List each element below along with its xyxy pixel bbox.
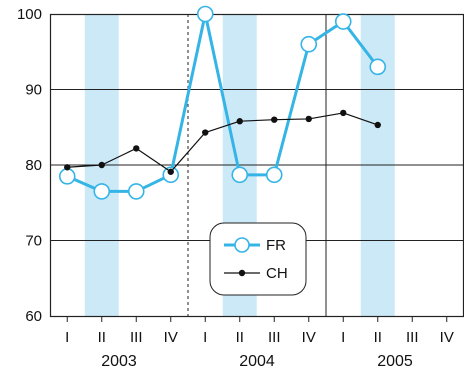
point-ch-4 [167, 168, 174, 175]
series-line-ch [67, 112, 378, 173]
legend-label-fr: FR [266, 237, 286, 254]
legend-marker-ch [238, 269, 246, 277]
x-tick-label-2: II [98, 329, 106, 346]
point-fr-8 [300, 35, 318, 53]
x-tick-label-7: III [268, 329, 281, 346]
point-fr-7 [265, 166, 283, 184]
x-tick-label-8: IV [302, 329, 316, 346]
year-label-2004: 2004 [239, 353, 275, 370]
legend: FR CH [209, 222, 307, 296]
x-tick-label-11: III [406, 329, 419, 346]
y-tick-label-70: 70 [25, 233, 42, 250]
x-tick-label-12: IV [440, 329, 454, 346]
point-fr-10 [369, 58, 387, 76]
point-fr-1 [58, 168, 76, 185]
point-ch-5 [202, 129, 209, 136]
point-fr-6 [231, 166, 249, 184]
point-ch-6 [236, 118, 243, 125]
point-ch-3 [133, 145, 140, 152]
point-ch-10 [374, 121, 381, 129]
legend-label-ch: CH [266, 265, 288, 282]
point-fr-3 [127, 183, 145, 200]
y-tick-label-60: 60 [25, 308, 42, 325]
y-tick-label-80: 80 [25, 157, 42, 174]
year-label-2003: 2003 [101, 353, 137, 370]
x-tick-label-4: IV [164, 329, 178, 346]
series-layer [58, 5, 387, 200]
legend-box [209, 222, 307, 296]
series-ch [64, 109, 381, 175]
point-fr-9 [334, 13, 352, 30]
legend-marker-fr [234, 237, 250, 253]
x-tick-label-3: III [130, 329, 143, 346]
point-ch-7 [271, 116, 278, 123]
point-ch-1 [64, 164, 71, 171]
year-label-2005: 2005 [377, 353, 413, 370]
point-ch-2 [98, 161, 105, 169]
x-tick-label-5: I [203, 329, 207, 346]
series-line-fr [66, 12, 379, 193]
point-ch-8 [305, 115, 312, 123]
point-ch-9 [340, 109, 347, 117]
series-fr [58, 5, 387, 200]
y-tick-label-90: 90 [25, 82, 42, 99]
x-tick-label-6: II [236, 329, 244, 346]
x-tick-label-10: II [374, 329, 382, 346]
x-tick-label-9: I [341, 329, 345, 346]
x-tick-label-1: I [65, 329, 69, 346]
point-fr-2 [93, 183, 111, 200]
point-fr-5 [196, 5, 214, 23]
y-tick-label-100: 100 [17, 6, 42, 23]
